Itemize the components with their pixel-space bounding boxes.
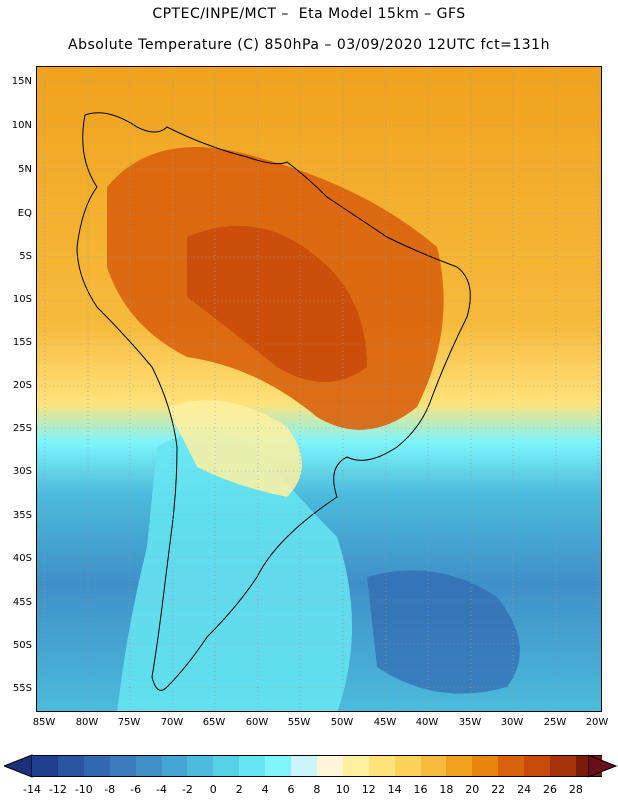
- colorbar-tick-label: 24: [517, 783, 532, 796]
- colorbar-tick-label: 28: [568, 783, 583, 796]
- lon-label: 40W: [415, 717, 439, 728]
- colorbar-swatch: [394, 755, 421, 777]
- lon-label: 80W: [75, 717, 99, 728]
- lon-label: 35W: [458, 717, 482, 728]
- mild-band-field: [167, 400, 302, 497]
- colorbar-swatch: [32, 755, 59, 777]
- lon-label: 75W: [117, 717, 141, 728]
- colorbar-swatch: [57, 755, 85, 777]
- southern-cool-field: [117, 432, 352, 711]
- colorbar-swatch: [342, 755, 370, 777]
- lon-label: 65W: [202, 717, 226, 728]
- colorbar-tick-label: -4: [156, 783, 167, 796]
- lat-label: 5N: [18, 164, 32, 175]
- colorbar-tick-label: 2: [235, 783, 243, 796]
- colorbar-tick-label: 0: [209, 783, 217, 796]
- colorbar-tick-label: 18: [439, 783, 454, 796]
- lat-label: 20S: [12, 380, 32, 391]
- colorbar-swatch: [83, 755, 111, 777]
- colorbar-swatch: [420, 755, 447, 777]
- hot-core-field: [187, 225, 367, 382]
- lon-label: 60W: [245, 717, 269, 728]
- colorbar-swatch: [316, 755, 344, 777]
- map-subtitle: Absolute Temperature (C) 850hPa – 03/09/…: [68, 37, 550, 53]
- lon-label: 45W: [373, 717, 397, 728]
- lat-label: 35S: [12, 510, 32, 521]
- lat-label: 40S: [12, 553, 32, 564]
- lon-label: 50W: [330, 717, 354, 728]
- colorbar-tick-label: 26: [543, 783, 557, 796]
- lat-label: 25S: [12, 423, 32, 434]
- colorbar-swatch: [446, 755, 473, 777]
- colorbar-swatch: [524, 755, 551, 777]
- colorbar-tick-label: 22: [491, 783, 506, 796]
- colorbar-tick-label: 16: [413, 783, 428, 796]
- lat-label: EQ: [17, 208, 32, 219]
- colorbar-swatch: [550, 755, 577, 777]
- colorbar-swatch: [161, 755, 188, 777]
- lat-label: 50S: [12, 640, 32, 651]
- lon-label: 85W: [32, 717, 56, 728]
- map-title: CPTEC/INPE/MCT – Eta Model 15km – GFS: [152, 6, 466, 22]
- lat-label: 30S: [12, 466, 32, 477]
- southern-cold-field: [367, 570, 520, 694]
- lat-label: 15N: [11, 76, 32, 87]
- lat-label: 10N: [11, 120, 32, 131]
- colorbar-over-arrow: [588, 754, 618, 778]
- colorbar-swatch: [472, 755, 499, 777]
- temperature-map: [36, 66, 602, 712]
- lat-label: 5S: [19, 251, 32, 262]
- lon-label: 20W: [585, 717, 609, 728]
- colorbar-swatch: [239, 755, 266, 777]
- colorbar-tick-label: 14: [387, 783, 402, 796]
- colorbar-swatch: [187, 755, 214, 777]
- lat-label: 10S: [12, 294, 32, 305]
- map-canvas: [37, 67, 601, 711]
- colorbar-tick-label: 4: [261, 783, 269, 796]
- lon-label: 55W: [287, 717, 311, 728]
- colorbar-tick-label: -12: [48, 783, 67, 796]
- colorbar-swatch: [265, 755, 292, 777]
- lon-label: 30W: [500, 717, 524, 728]
- south-america-outline: [76, 112, 471, 691]
- colorbar-tick-label: 6: [287, 783, 295, 796]
- colorbar-swatch: [498, 755, 525, 777]
- lat-label: 15S: [12, 337, 32, 348]
- colorbar-tick-label: 8: [313, 783, 321, 796]
- colorbar-tick-label: 20: [465, 783, 480, 796]
- colorbar-swatch: [291, 755, 318, 777]
- lat-label: 55S: [12, 683, 32, 694]
- colorbar-tick-label: -10: [74, 783, 93, 796]
- colorbar-swatch: [368, 755, 396, 777]
- colorbar-tick-label: -14: [23, 783, 41, 796]
- colorbar-under-arrow: [4, 754, 33, 778]
- lon-label: 25W: [543, 717, 567, 728]
- colorbar-tick-label: -8: [104, 783, 116, 796]
- colorbar-swatch: [213, 755, 240, 777]
- colorbar-tick-label: -6: [130, 783, 142, 796]
- lat-label: 45S: [12, 597, 32, 608]
- colorbar-swatch: [109, 755, 137, 777]
- lon-label: 70W: [160, 717, 184, 728]
- colorbar-swatch: [135, 755, 162, 777]
- colorbar-tick-label: 12: [361, 783, 376, 796]
- colorbar-tick-label: 10: [335, 783, 350, 796]
- colorbar-tick-label: -2: [181, 783, 193, 796]
